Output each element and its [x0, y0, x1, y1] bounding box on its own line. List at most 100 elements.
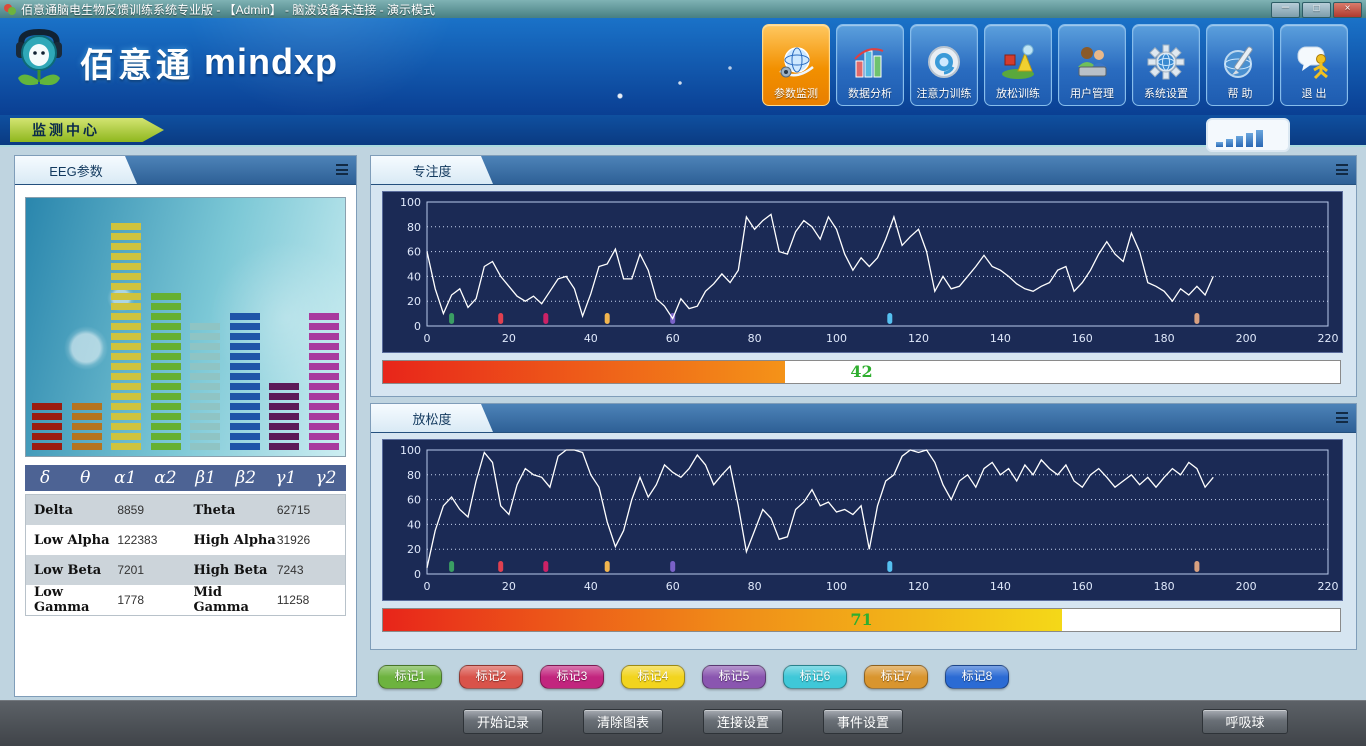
- svg-text:80: 80: [407, 469, 421, 482]
- toolbar-button-user-management[interactable]: 用户管理: [1058, 24, 1126, 106]
- panel-menu-icon[interactable]: [336, 164, 348, 175]
- marker-button-3[interactable]: 标记3: [540, 665, 604, 689]
- svg-text:80: 80: [748, 580, 762, 593]
- marker-button-8[interactable]: 标记8: [945, 665, 1009, 689]
- event-settings-button[interactable]: 事件设置: [823, 709, 903, 734]
- svg-text:100: 100: [826, 332, 847, 345]
- help-pen-globe-icon: [1220, 41, 1260, 85]
- band-label: γ1: [275, 468, 297, 488]
- band-label: γ2: [315, 468, 337, 488]
- attention-panel: 专注度 0 20 40 60 80 100 0 20 40 60 80 100 120 140 160 180…: [370, 155, 1357, 397]
- svg-text:80: 80: [407, 221, 421, 234]
- progress-fill: [383, 361, 785, 383]
- toolbar-label: 数据分析: [848, 88, 892, 100]
- svg-text:220: 220: [1318, 332, 1339, 345]
- eeg-params-tab[interactable]: EEG参数: [15, 156, 137, 184]
- brand-logo: 佰意通 mindxp: [8, 26, 338, 98]
- svg-text:40: 40: [407, 518, 421, 531]
- svg-text:200: 200: [1236, 580, 1257, 593]
- band-name: High Beta: [193, 562, 268, 578]
- clear-charts-button[interactable]: 清除图表: [583, 709, 663, 734]
- svg-text:100: 100: [400, 196, 421, 209]
- band-label: θ: [80, 468, 91, 488]
- mascot-icon: [16, 28, 62, 86]
- connection-settings-button[interactable]: 连接设置: [703, 709, 783, 734]
- equalizer-column-gamma1: [269, 383, 300, 450]
- equalizer-column-beta1: [190, 323, 221, 450]
- svg-text:60: 60: [407, 494, 421, 507]
- svg-text:20: 20: [407, 543, 421, 556]
- brand-name-en: mindxp: [204, 41, 339, 82]
- marker-button-2[interactable]: 标记2: [459, 665, 523, 689]
- toolbar-button-exit[interactable]: 退 出: [1280, 24, 1348, 106]
- equalizer-column-beta2: [229, 313, 260, 450]
- toolbar-button-system-settings[interactable]: 系统设置: [1132, 24, 1200, 106]
- svg-text:40: 40: [584, 332, 598, 345]
- table-row: Low Alpha 122383 High Alpha 31926: [26, 525, 345, 555]
- marker-button-1[interactable]: 标记1: [378, 665, 442, 689]
- title-bar: 佰意通脑电生物反馈训练系统专业版 - 【Admin】 - 脑波设备未连接 - 演…: [0, 0, 1366, 18]
- svg-text:180: 180: [1154, 332, 1175, 345]
- attention-tab[interactable]: 专注度: [371, 156, 493, 184]
- main-toolbar: 参数监测 数据分析 注意力训练: [762, 24, 1348, 106]
- table-row: Low Beta 7201 High Beta 7243: [26, 555, 345, 585]
- nav-strip: 监测中心: [0, 115, 1366, 152]
- maximize-button[interactable]: □: [1302, 2, 1331, 18]
- panel-menu-icon[interactable]: [1336, 164, 1348, 175]
- svg-text:60: 60: [666, 580, 680, 593]
- toolbar-label: 退 出: [1301, 88, 1327, 100]
- attention-panel-header: 专注度: [371, 156, 1356, 185]
- breathing-ball-button[interactable]: 呼吸球: [1202, 709, 1288, 734]
- svg-text:120: 120: [908, 332, 929, 345]
- footer-bar: 开始记录 清除图表 连接设置 事件设置 呼吸球: [0, 700, 1366, 746]
- relaxation-progress-bar: 71: [382, 608, 1341, 632]
- toolbar-button-attention-training[interactable]: 注意力训练: [910, 24, 978, 106]
- brand-name-cn: 佰意通: [80, 46, 194, 85]
- marker-button-6[interactable]: 标记6: [783, 665, 847, 689]
- equalizer-column-alpha1: [111, 223, 142, 450]
- table-row: Delta 8859 Theta 62715: [26, 495, 345, 525]
- relaxation-chart: 0 20 40 60 80 100 0 20 40 60 80 100 120 140 160 180 200 2…: [382, 439, 1343, 601]
- toolbar-label: 参数监测: [774, 88, 818, 100]
- toolbar-button-relax-training[interactable]: 放松训练: [984, 24, 1052, 106]
- band-name: Theta: [193, 502, 236, 518]
- signal-strength-icon: [1206, 118, 1290, 152]
- app-header: 佰意通 mindxp 参数监测 数据分析: [0, 18, 1366, 115]
- progress-fill: [383, 609, 1063, 631]
- marker-button-4[interactable]: 标记4: [621, 665, 685, 689]
- band-value: 7243: [276, 563, 304, 577]
- svg-text:100: 100: [400, 444, 421, 457]
- svg-text:200: 200: [1236, 332, 1257, 345]
- band-value: 31926: [276, 533, 311, 547]
- svg-text:40: 40: [407, 270, 421, 283]
- band-label: β2: [235, 468, 257, 488]
- attention-shutter-icon: [924, 41, 964, 85]
- panel-menu-icon[interactable]: [1336, 412, 1348, 423]
- band-name: Low Beta: [34, 562, 102, 578]
- toolbar-button-data-analysis[interactable]: 数据分析: [836, 24, 904, 106]
- monitoring-center-tab[interactable]: 监测中心: [10, 118, 164, 142]
- eeg-values-table: Delta 8859 Theta 62715 Low Alpha 122383 …: [25, 494, 346, 616]
- start-record-button[interactable]: 开始记录: [463, 709, 543, 734]
- toolbar-button-param-monitor[interactable]: 参数监测: [762, 24, 830, 106]
- minimize-button[interactable]: －: [1271, 2, 1300, 18]
- svg-text:160: 160: [1072, 332, 1093, 345]
- marker-button-5[interactable]: 标记5: [702, 665, 766, 689]
- close-button[interactable]: ×: [1333, 2, 1362, 18]
- band-value: 62715: [276, 503, 311, 517]
- relaxation-tab[interactable]: 放松度: [371, 404, 493, 432]
- attention-value: 42: [850, 362, 873, 381]
- window-title: 佰意通脑电生物反馈训练系统专业版 - 【Admin】 - 脑波设备未连接 - 演…: [21, 2, 436, 17]
- toolbar-button-help[interactable]: 帮 助: [1206, 24, 1274, 106]
- svg-text:180: 180: [1154, 580, 1175, 593]
- band-name: High Alpha: [193, 532, 276, 548]
- app-icon: [4, 4, 16, 15]
- toolbar-label: 帮 助: [1227, 88, 1253, 100]
- attention-progress-bar: 42: [382, 360, 1341, 384]
- relaxation-panel-header: 放松度: [371, 404, 1356, 433]
- band-value: 11258: [276, 593, 310, 607]
- marker-button-7[interactable]: 标记7: [864, 665, 928, 689]
- band-name: Delta: [34, 502, 73, 518]
- users-icon: [1072, 41, 1112, 85]
- svg-text:0: 0: [414, 320, 421, 333]
